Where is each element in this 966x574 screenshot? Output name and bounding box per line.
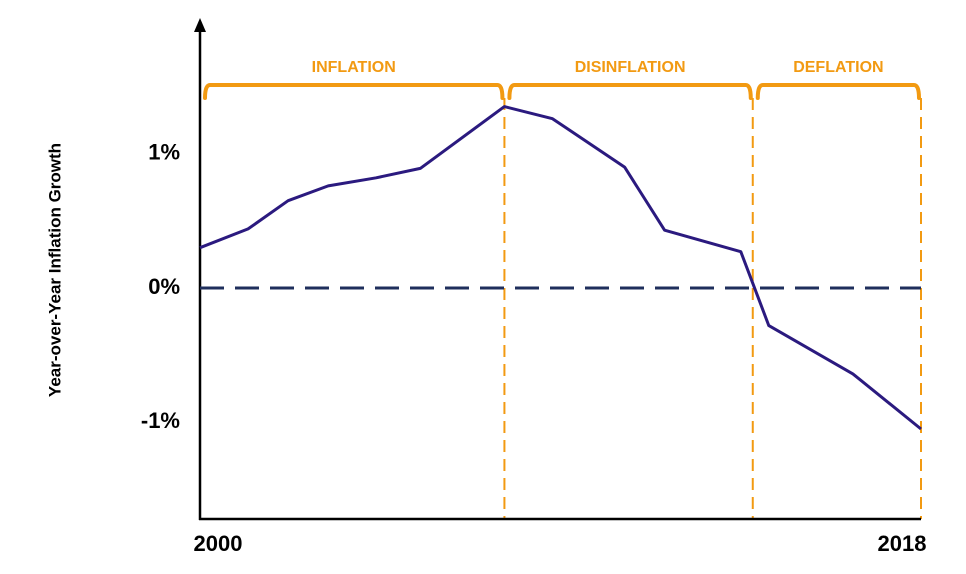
phase-annotations: INFLATION DISINFLATION DEFLATION: [203, 59, 922, 519]
x-tick-label-2000: 2000: [194, 531, 243, 556]
phase-label-disinflation: DISINFLATION: [575, 59, 686, 76]
y-axis-arrowhead: [194, 18, 206, 32]
phase-bracket-inflation: [203, 83, 505, 100]
y-axis-label: Year-over-Year Inflation Growth: [45, 143, 64, 397]
phase-bracket-deflation: [755, 83, 921, 100]
x-tick-label-2018: 2018: [878, 531, 927, 556]
y-tick-label-1pct: 1%: [148, 139, 180, 164]
y-tick-label-0pct: 0%: [148, 274, 180, 299]
series-line-inflation-growth: [199, 105, 922, 431]
phase-label-deflation: DEFLATION: [793, 59, 883, 76]
phase-bracket-disinflation: [507, 83, 753, 100]
phase-label-inflation: INFLATION: [312, 59, 396, 76]
y-tick-label-neg-1pct: -1%: [141, 408, 180, 433]
